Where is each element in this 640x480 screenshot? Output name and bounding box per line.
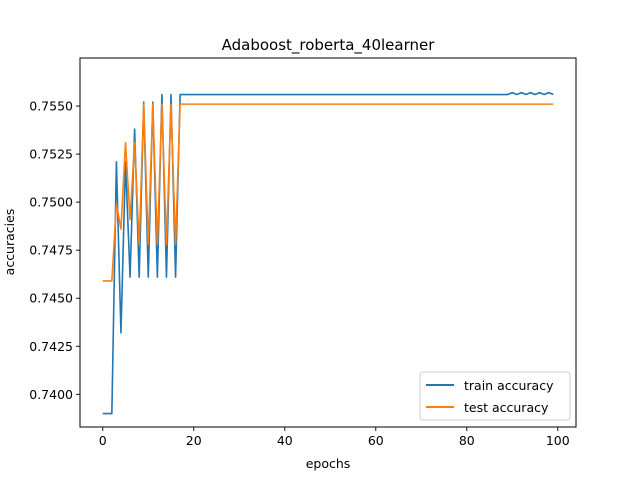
series-line-test-accuracy [102,103,554,282]
x-tick-label: 80 [459,433,475,448]
x-tick-label: 0 [99,433,107,448]
y-tick-label: 0.7450 [29,291,73,306]
legend-label-test: test accuracy [464,400,549,415]
x-tick-label: 40 [277,433,293,448]
x-axis-ticks: 0 20 40 60 80 100 [99,427,570,448]
legend: train accuracy test accuracy [419,371,571,421]
legend-box [419,371,571,421]
legend-label-train: train accuracy [464,378,554,393]
y-tick-label: 0.7425 [29,339,73,354]
x-tick-label: 20 [186,433,202,448]
chart-title: Adaboost_roberta_40learner [222,36,436,55]
x-axis-label: epochs [306,456,351,471]
y-tick-label: 0.7400 [29,387,73,402]
y-tick-label: 0.7500 [29,195,73,210]
y-tick-label: 0.7475 [29,243,73,258]
x-tick-label: 60 [368,433,384,448]
y-axis-label: accuracies [2,209,17,276]
plot-frame [79,57,577,428]
x-tick-label: 100 [546,433,570,448]
y-axis-ticks: 0.7400 0.7425 0.7450 0.7475 0.7500 0.7525 0.75… [29,99,80,402]
plot-lines [102,91,554,415]
y-tick-label: 0.7525 [29,147,73,162]
y-tick-label: 0.7550 [29,99,73,114]
